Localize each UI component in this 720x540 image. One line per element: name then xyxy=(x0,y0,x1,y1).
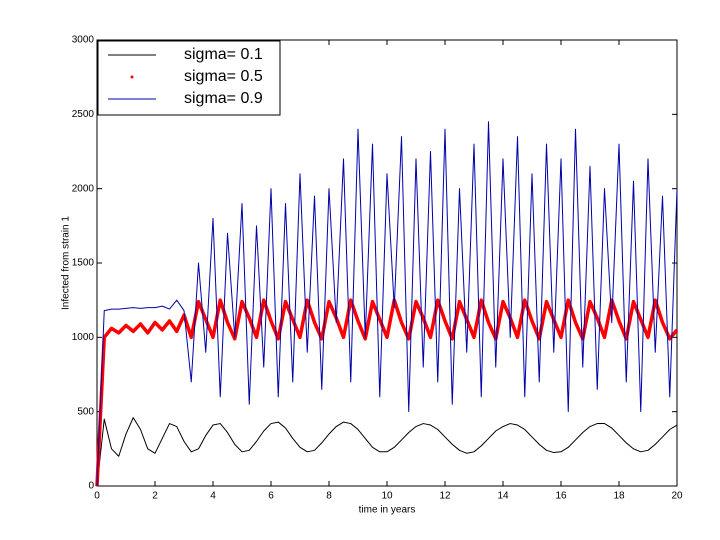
legend-label: sigma= 0.5 xyxy=(184,68,263,85)
x-tick-label: 0 xyxy=(94,491,100,502)
y-axis-label: Infected from strain 1 xyxy=(61,216,72,310)
series-line xyxy=(96,121,678,487)
y-tick-label: 500 xyxy=(77,406,94,417)
legend-box xyxy=(97,40,281,116)
x-tick-label: 8 xyxy=(326,491,332,502)
series-line xyxy=(96,417,678,487)
x-tick-label: 16 xyxy=(555,491,567,502)
x-tick-label: 10 xyxy=(381,491,393,502)
legend-label: sigma= 0.9 xyxy=(184,90,263,107)
x-tick-label: 14 xyxy=(497,491,509,502)
y-tick-label: 2500 xyxy=(72,109,95,120)
y-tick-label: 2000 xyxy=(72,183,95,194)
legend-label: sigma= 0.1 xyxy=(184,46,263,63)
series-line xyxy=(95,298,679,487)
y-tick-label: 1000 xyxy=(72,332,95,343)
y-tick-label: 3000 xyxy=(72,35,95,46)
x-tick-label: 4 xyxy=(210,491,216,502)
x-tick-label: 12 xyxy=(439,491,451,502)
x-tick-label: 20 xyxy=(671,491,683,502)
y-tick-label: 0 xyxy=(88,481,94,492)
legend-marker xyxy=(130,75,134,79)
x-tick-label: 6 xyxy=(268,491,274,502)
x-tick-label: 2 xyxy=(152,491,158,502)
y-tick-label: 1500 xyxy=(72,258,95,269)
x-tick-label: 18 xyxy=(613,491,625,502)
x-axis-label: time in years xyxy=(359,505,416,516)
